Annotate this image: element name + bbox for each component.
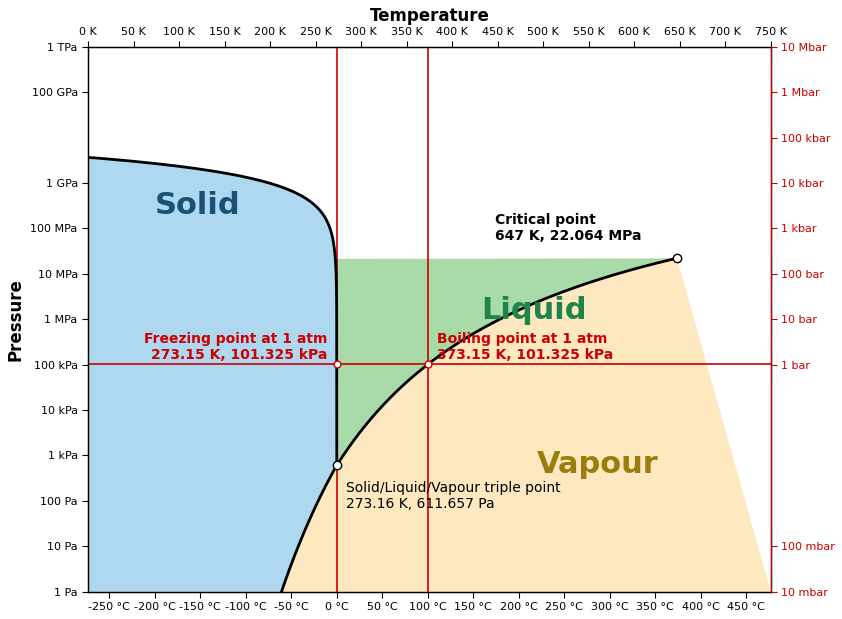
Text: Solid/Liquid/Vapour triple point
273.16 K, 611.657 Pa: Solid/Liquid/Vapour triple point 273.16 … — [346, 481, 561, 511]
Text: Boiling point at 1 atm
373.15 K, 101.325 kPa: Boiling point at 1 atm 373.15 K, 101.325… — [437, 332, 613, 362]
Polygon shape — [335, 258, 677, 465]
Text: Vapour: Vapour — [537, 450, 658, 479]
Text: Critical point
647 K, 22.064 MPa: Critical point 647 K, 22.064 MPa — [495, 213, 642, 243]
Y-axis label: Pressure: Pressure — [7, 278, 25, 361]
Polygon shape — [0, 47, 337, 614]
Text: Liquid: Liquid — [482, 296, 587, 325]
Polygon shape — [88, 258, 770, 614]
Text: Freezing point at 1 atm
273.15 K, 101.325 kPa: Freezing point at 1 atm 273.15 K, 101.32… — [144, 332, 328, 362]
X-axis label: Temperature: Temperature — [370, 7, 489, 25]
Text: Solid: Solid — [155, 191, 240, 220]
